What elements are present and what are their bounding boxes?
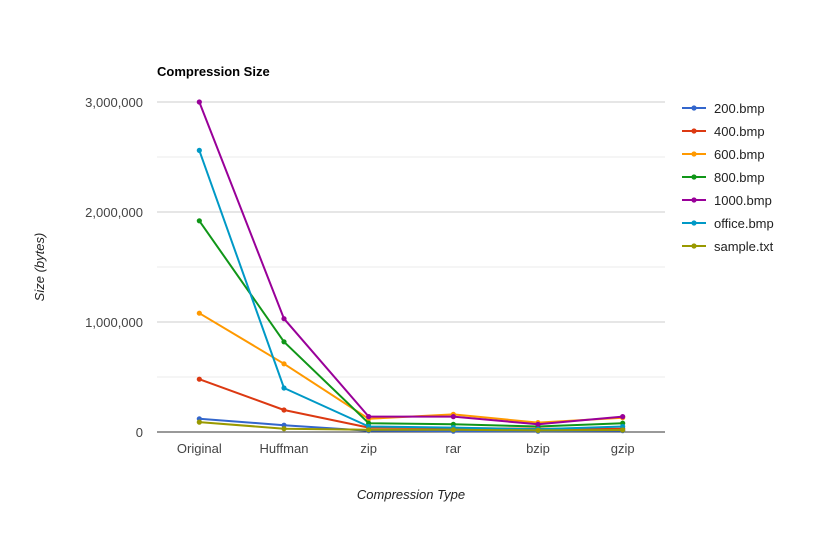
data-point [366, 414, 372, 420]
x-tick-label: rar [445, 441, 462, 456]
legend-item: 1000.bmp [682, 193, 772, 208]
y-tick-label: 2,000,000 [85, 205, 143, 220]
data-point [281, 316, 287, 322]
data-point [535, 427, 541, 433]
series-sample-txt [196, 419, 626, 433]
data-point [620, 427, 626, 433]
x-tick-label: zip [360, 441, 377, 456]
series-office-bmp [196, 147, 626, 432]
data-point [620, 414, 626, 420]
series-lines [196, 99, 626, 434]
legend-label: 400.bmp [714, 124, 765, 139]
legend-item: 400.bmp [682, 124, 765, 139]
x-axis-title: Compression Type [357, 487, 465, 502]
legend-label: office.bmp [714, 216, 774, 231]
y-tick-label: 0 [136, 425, 143, 440]
data-point [281, 407, 287, 413]
series-600-bmp [196, 310, 626, 426]
legend: 200.bmp 400.bmp 600.bmp 800.bmp 1000.bmp offi… [682, 101, 774, 254]
legend-label: 800.bmp [714, 170, 765, 185]
data-point [450, 414, 456, 420]
y-tick-label: 3,000,000 [85, 95, 143, 110]
legend-item: office.bmp [682, 216, 774, 231]
legend-item: sample.txt [682, 239, 774, 254]
series-line [199, 421, 623, 432]
y-axis-ticks: 0 1,000,000 2,000,000 3,000,000 [85, 95, 143, 440]
series-1000-bmp [196, 99, 626, 427]
series-line [198, 220, 623, 428]
data-point [196, 419, 202, 425]
legend-label: 600.bmp [714, 147, 765, 162]
series-line [198, 101, 623, 426]
data-point [281, 361, 287, 367]
legend-point-marker [691, 105, 697, 111]
legend-point-marker [691, 151, 697, 157]
legend-item: 800.bmp [682, 170, 765, 185]
legend-label: sample.txt [714, 239, 774, 254]
legend-point-marker [691, 243, 697, 249]
legend-item: 600.bmp [682, 147, 765, 162]
data-point [196, 376, 202, 382]
data-point [366, 427, 372, 433]
chart-title: Compression Size [157, 64, 270, 79]
y-tick-label: 1,000,000 [85, 315, 143, 330]
data-point [196, 99, 202, 105]
x-tick-label: Huffman [260, 441, 309, 456]
legend-label: 200.bmp [714, 101, 765, 116]
data-point [196, 147, 202, 153]
data-point [450, 427, 456, 433]
x-tick-label: bzip [526, 441, 550, 456]
legend-point-marker [691, 174, 697, 180]
x-tick-label: Original [177, 441, 222, 456]
x-tick-label: gzip [611, 441, 635, 456]
legend-item: 200.bmp [682, 101, 765, 116]
data-point [535, 421, 541, 427]
data-point [281, 426, 287, 432]
series-line [198, 150, 623, 431]
data-point [196, 310, 202, 316]
data-point [281, 385, 287, 391]
data-point [196, 218, 202, 224]
x-axis-ticks: Original Huffman zip rar bzip gzip [177, 441, 635, 456]
legend-point-marker [691, 197, 697, 203]
y-axis-title: Size (bytes) [32, 233, 47, 302]
legend-point-marker [691, 220, 697, 226]
legend-point-marker [691, 128, 697, 134]
legend-label: 1000.bmp [714, 193, 772, 208]
data-point [281, 339, 287, 345]
gridlines [157, 101, 665, 378]
